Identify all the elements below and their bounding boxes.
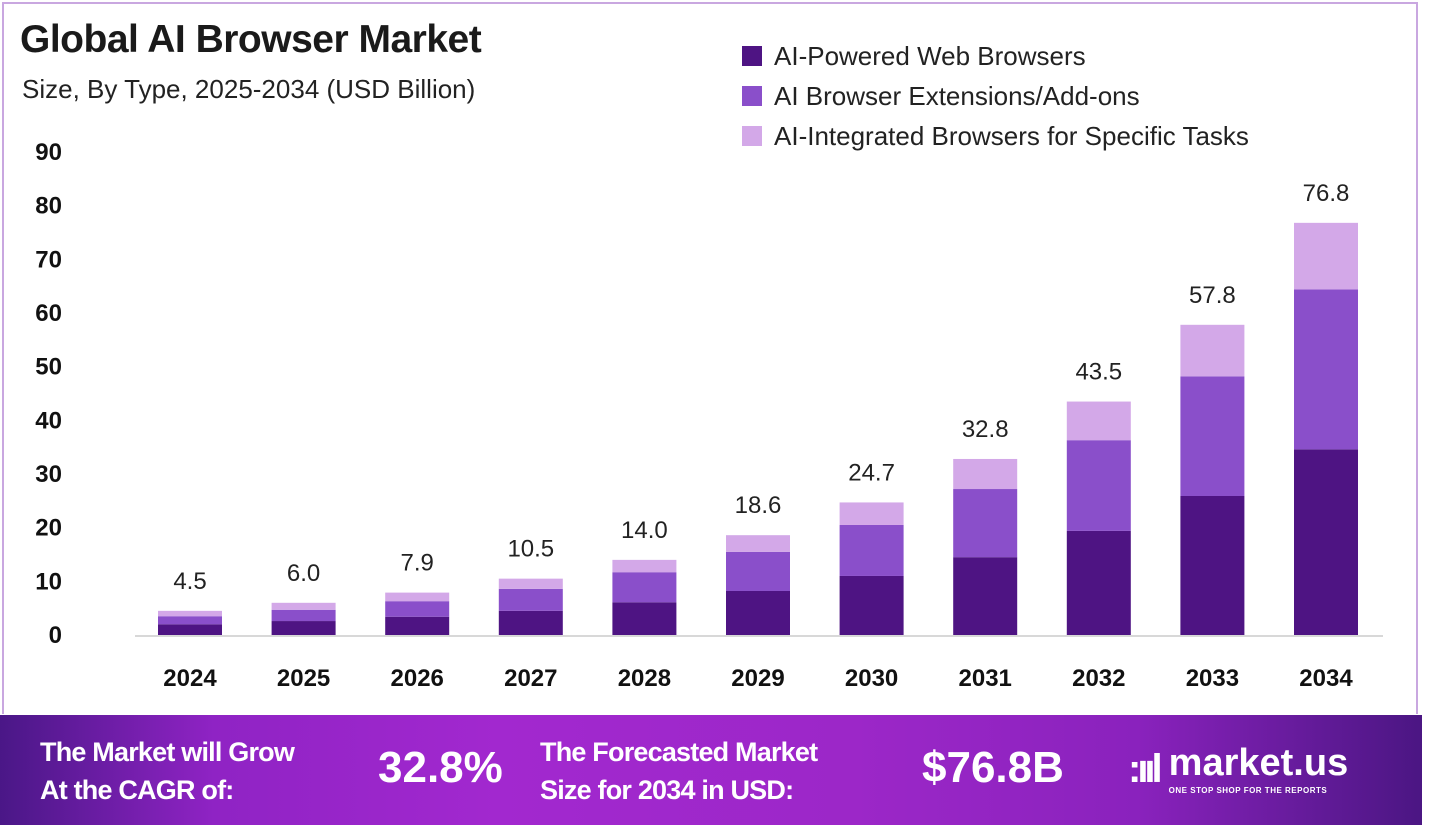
bar-segment (1180, 324, 1245, 377)
y-tick-label: 30 (35, 461, 62, 488)
y-tick-label: 20 (35, 515, 62, 542)
y-tick-label: 60 (35, 300, 62, 327)
bar-segment (158, 610, 222, 617)
bar-segment (385, 592, 450, 602)
legend-label: AI-Integrated Browsers for Specific Task… (774, 120, 1249, 151)
legend-item: AI-Integrated Browsers for Specific Task… (742, 116, 1249, 156)
bar-segment (612, 602, 677, 635)
bar-segment (953, 557, 1018, 635)
cagr-label-line2: At the CAGR of: (40, 775, 234, 805)
data-label: 10.5 (507, 536, 554, 563)
bar-segment (385, 616, 450, 635)
chart-plot: 01020304050607080904.520246.020257.92026… (35, 139, 1383, 692)
bar-segment (1294, 449, 1358, 635)
bar-segment (726, 535, 790, 552)
x-tick-label: 2029 (731, 665, 784, 692)
bar-segment (1180, 376, 1245, 497)
bar-segment (1066, 440, 1131, 531)
bar-segment (839, 575, 904, 635)
y-tick-label: 80 (35, 193, 62, 220)
bar-segment (498, 578, 563, 589)
legend-item: AI Browser Extensions/Add-ons (742, 76, 1249, 116)
bar-segment (158, 624, 222, 635)
legend-label: AI-Powered Web Browsers (774, 40, 1086, 71)
chart-subtitle: Size, By Type, 2025-2034 (USD Billion) (22, 74, 476, 104)
brand-name: market.us (1168, 742, 1349, 784)
x-tick-label: 2025 (277, 665, 330, 692)
data-label: 6.0 (287, 560, 320, 587)
data-label: 14.0 (621, 517, 668, 544)
bar-segment (612, 572, 677, 603)
y-tick-label: 40 (35, 407, 62, 434)
bar-segment (271, 621, 336, 635)
y-tick-label: 0 (49, 622, 62, 649)
legend-item: AI-Powered Web Browsers (742, 36, 1249, 76)
bar-segment (158, 616, 222, 625)
brand-tagline: ONE STOP SHOP FOR THE REPORTS (1168, 786, 1328, 795)
legend-label: AI Browser Extensions/Add-ons (774, 80, 1140, 111)
chart-title: Global AI Browser Market (20, 18, 482, 61)
cagr-value: 32.8% (378, 743, 503, 792)
x-tick-label: 2034 (1299, 665, 1353, 692)
bar-segment (498, 610, 563, 635)
bar-segment (271, 602, 336, 610)
brand-logo: :ııl market.us ONE STOP SHOP FOR THE REP… (1128, 741, 1348, 797)
bar-segment (839, 524, 904, 576)
bar-segment (839, 502, 904, 525)
x-tick-label: 2033 (1186, 665, 1239, 692)
x-tick-label: 2030 (845, 665, 898, 692)
x-tick-label: 2027 (504, 665, 557, 692)
bar-segment (953, 489, 1018, 558)
bar-segment (385, 601, 450, 617)
summary-banner: The Market will Grow At the CAGR of: 32.… (0, 715, 1422, 825)
data-label: 43.5 (1075, 359, 1122, 386)
chart-frame (2, 2, 1418, 714)
forecast-label-line1: The Forecasted Market (540, 737, 818, 767)
bar-segment (1294, 222, 1358, 290)
data-label: 4.5 (173, 568, 206, 595)
forecast-value: $76.8B (922, 743, 1064, 792)
legend-swatch (742, 86, 762, 106)
bar-segment (1066, 401, 1131, 441)
bar-segment (726, 551, 790, 591)
forecast-label-line2: Size for 2034 in USD: (540, 775, 794, 805)
x-tick-label: 2024 (163, 665, 217, 692)
bar-segment (498, 588, 563, 611)
data-label: 76.8 (1303, 180, 1350, 207)
x-tick-label: 2026 (391, 665, 444, 692)
bar-segment (271, 609, 336, 622)
data-label: 7.9 (401, 550, 434, 577)
data-label: 57.8 (1189, 282, 1236, 309)
logo-icon: :ııl (1128, 747, 1163, 791)
x-tick-label: 2031 (959, 665, 1012, 692)
forecast-label: The Forecasted Market Size for 2034 in U… (540, 733, 818, 809)
bar-segment (1180, 496, 1245, 635)
cagr-label-line1: The Market will Grow (40, 737, 295, 767)
data-label: 24.7 (848, 459, 895, 486)
y-tick-label: 50 (35, 354, 62, 381)
legend-swatch (742, 126, 762, 146)
bar-segment (726, 590, 790, 635)
x-tick-label: 2032 (1072, 665, 1125, 692)
bar-segment (1294, 289, 1358, 450)
legend: AI-Powered Web Browsers AI Browser Exten… (742, 36, 1249, 156)
x-tick-label: 2028 (618, 665, 671, 692)
legend-swatch (742, 46, 762, 66)
bar-segment (1066, 530, 1131, 635)
y-tick-label: 10 (35, 568, 62, 595)
bar-segment (612, 559, 677, 573)
y-tick-label: 90 (35, 139, 62, 166)
cagr-label: The Market will Grow At the CAGR of: (40, 733, 295, 809)
y-tick-label: 70 (35, 246, 62, 273)
data-label: 32.8 (962, 416, 1009, 443)
data-label: 18.6 (735, 492, 782, 519)
bar-segment (953, 458, 1018, 490)
